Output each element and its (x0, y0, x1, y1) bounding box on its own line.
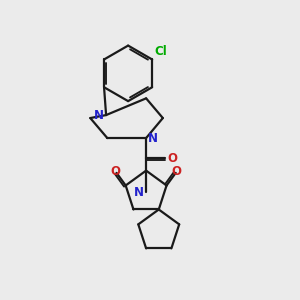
Text: O: O (167, 152, 177, 165)
Text: N: N (148, 132, 158, 145)
Text: N: N (94, 109, 104, 122)
Text: O: O (172, 165, 182, 178)
Text: Cl: Cl (154, 45, 167, 58)
Text: O: O (110, 165, 121, 178)
Text: N: N (134, 186, 144, 199)
